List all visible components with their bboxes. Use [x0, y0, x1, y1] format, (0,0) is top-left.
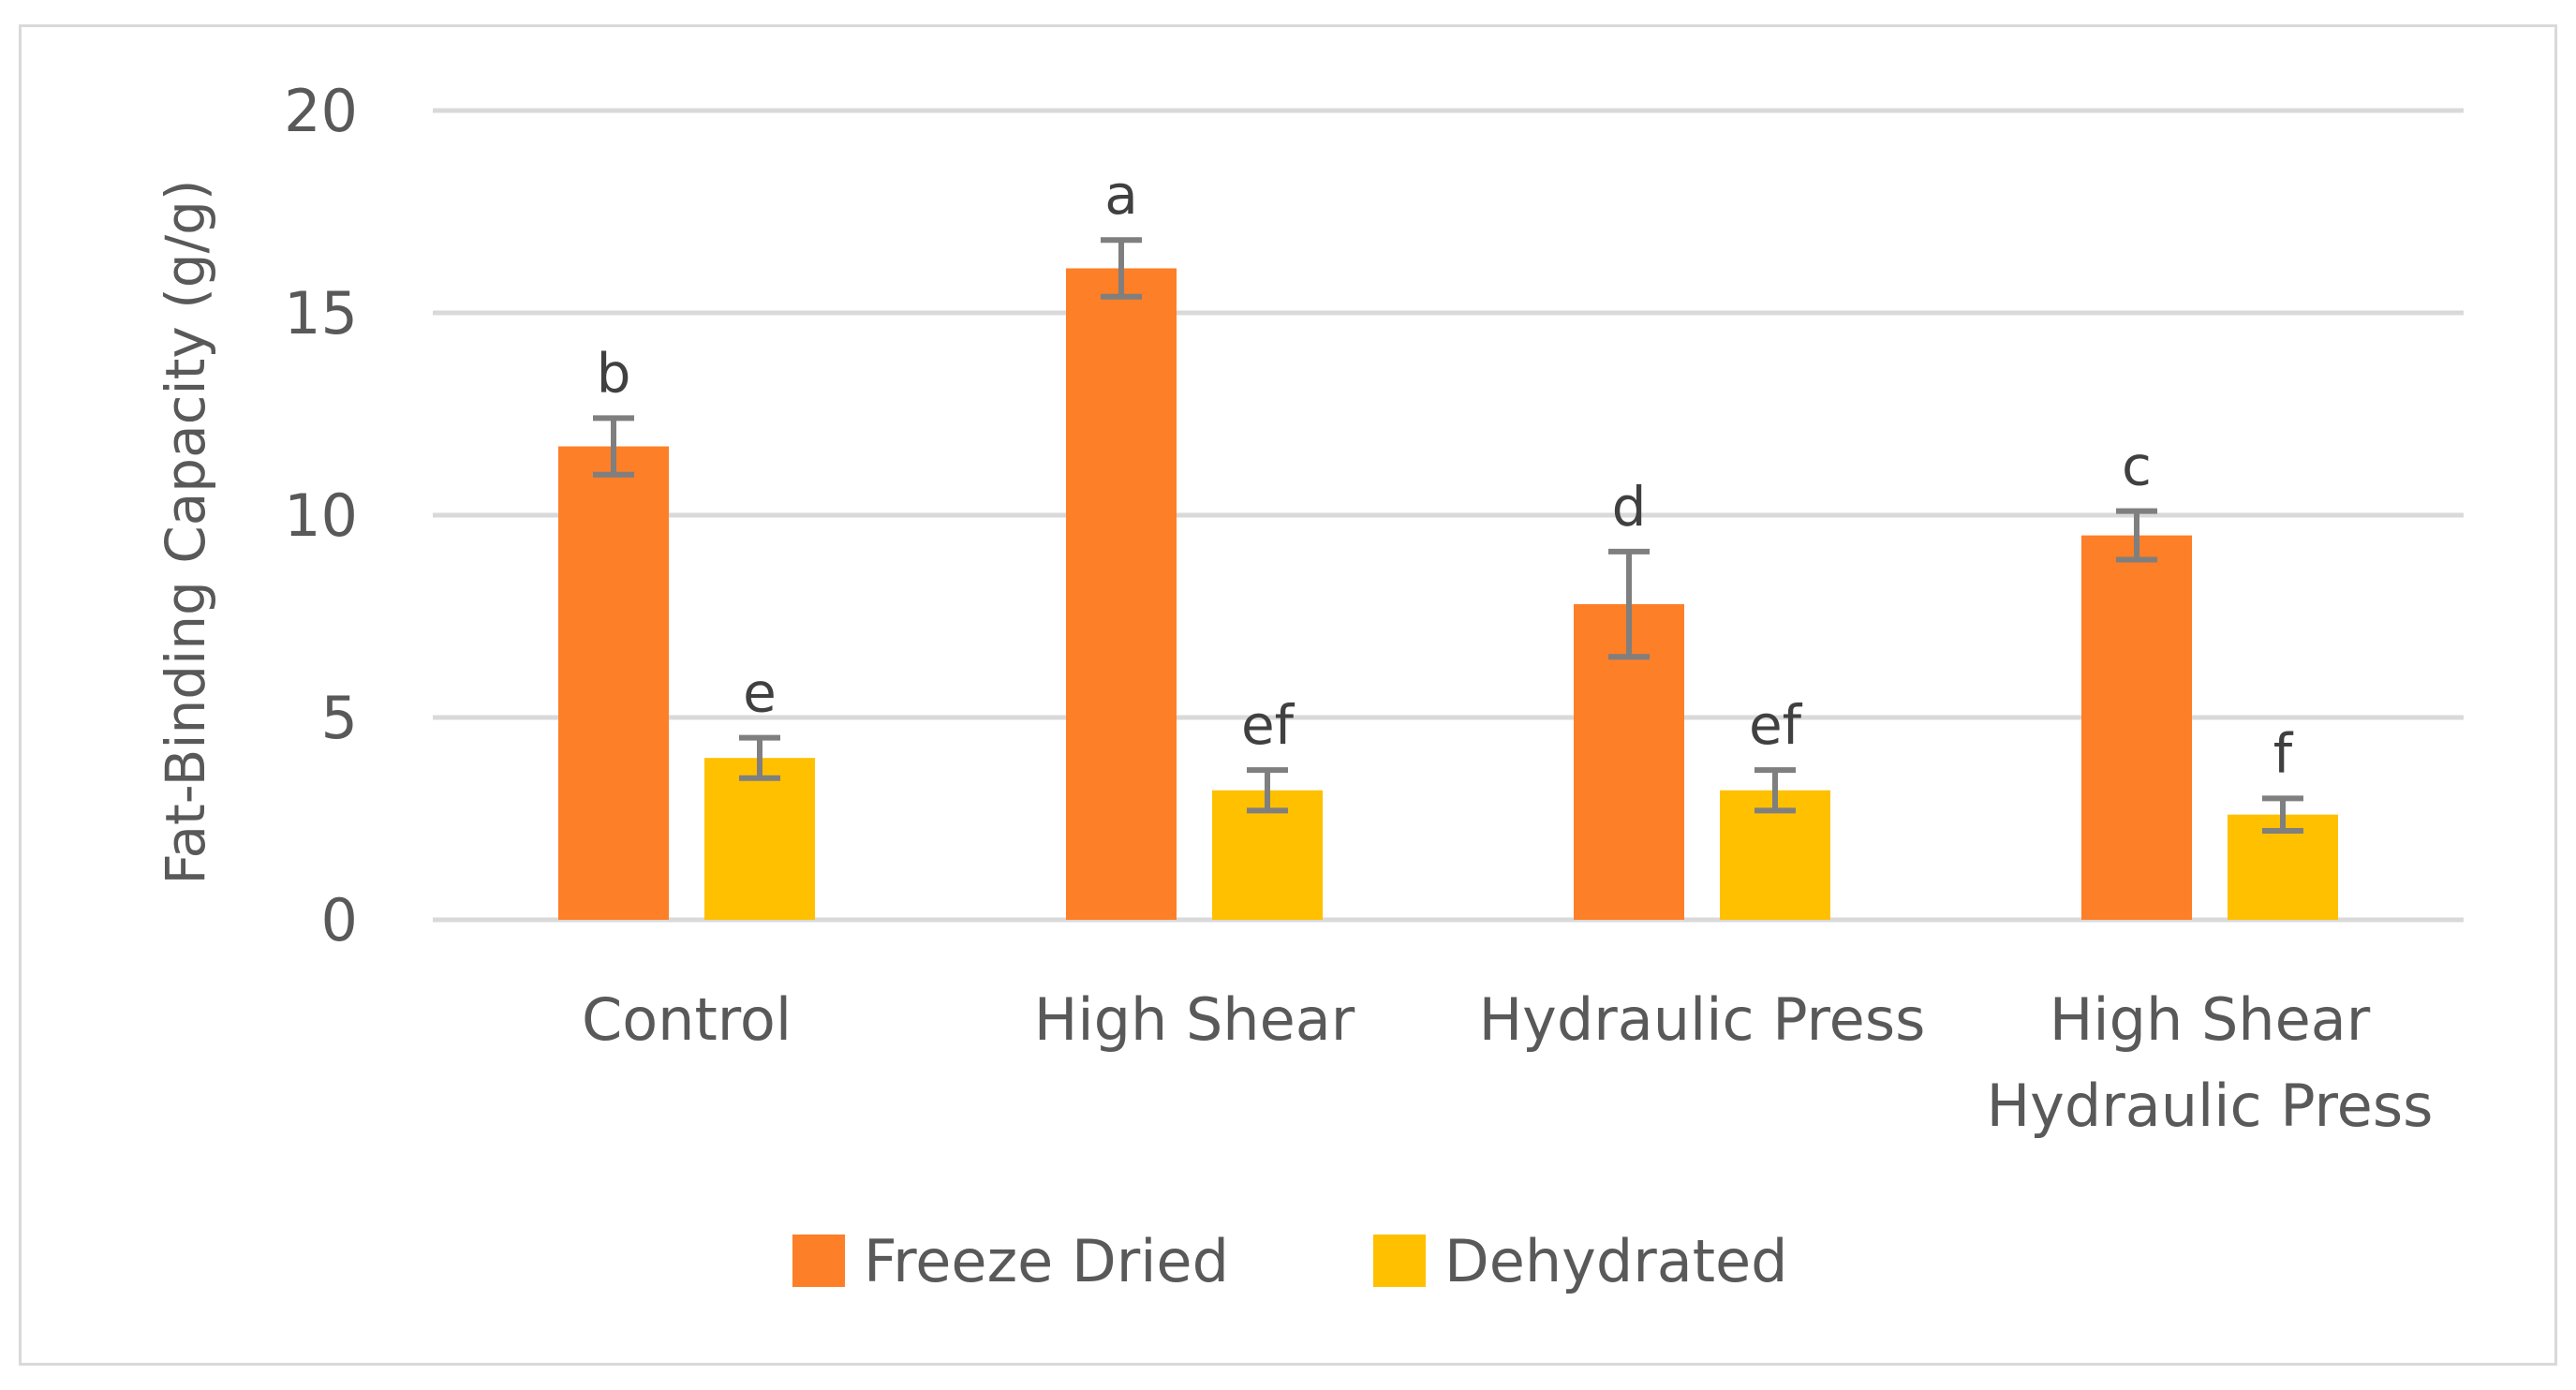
- legend-swatch: [1373, 1235, 1426, 1287]
- significance-letter: a: [1104, 163, 1138, 227]
- significance-letter: c: [2122, 435, 2152, 498]
- x-category-label: Hydraulic Press: [1479, 985, 1926, 1054]
- significance-letter: b: [597, 341, 631, 405]
- bar-dehydrated: [704, 758, 815, 920]
- x-category-label: High Shear: [1034, 985, 1355, 1054]
- y-tick-label: 20: [284, 77, 358, 145]
- legend-label: Dehydrated: [1444, 1227, 1788, 1295]
- bars: b e a ef d ef c f: [558, 163, 2338, 921]
- legend: Freeze Dried Dehydrated: [792, 1227, 1788, 1295]
- x-category-label: Control: [582, 985, 792, 1054]
- legend-swatch: [792, 1235, 845, 1287]
- y-tick-label: 0: [321, 886, 358, 954]
- significance-letter: e: [743, 661, 777, 725]
- legend-label: Freeze Dried: [864, 1227, 1229, 1295]
- bar-freeze-dried: [1066, 268, 1177, 921]
- bar-freeze-dried: [558, 446, 669, 920]
- x-category-label: Hydraulic Press: [1987, 1072, 2434, 1140]
- significance-letter: ef: [1749, 693, 1803, 757]
- x-axis-categories: Control High Shear Hydraulic Press High She…: [582, 985, 2434, 1140]
- y-axis-label: Fat-Binding Capacity (g/g): [154, 179, 217, 884]
- significance-letter: ef: [1241, 693, 1295, 757]
- y-axis-ticks: 0 5 10 15 20: [284, 77, 358, 954]
- y-tick-label: 10: [284, 481, 358, 550]
- significance-letter: f: [2273, 721, 2294, 785]
- significance-letter: d: [1612, 475, 1647, 539]
- y-tick-label: 15: [284, 279, 358, 348]
- bar-freeze-dried: [2081, 535, 2192, 920]
- x-category-label: High Shear: [2050, 985, 2371, 1054]
- y-tick-label: 5: [321, 684, 358, 752]
